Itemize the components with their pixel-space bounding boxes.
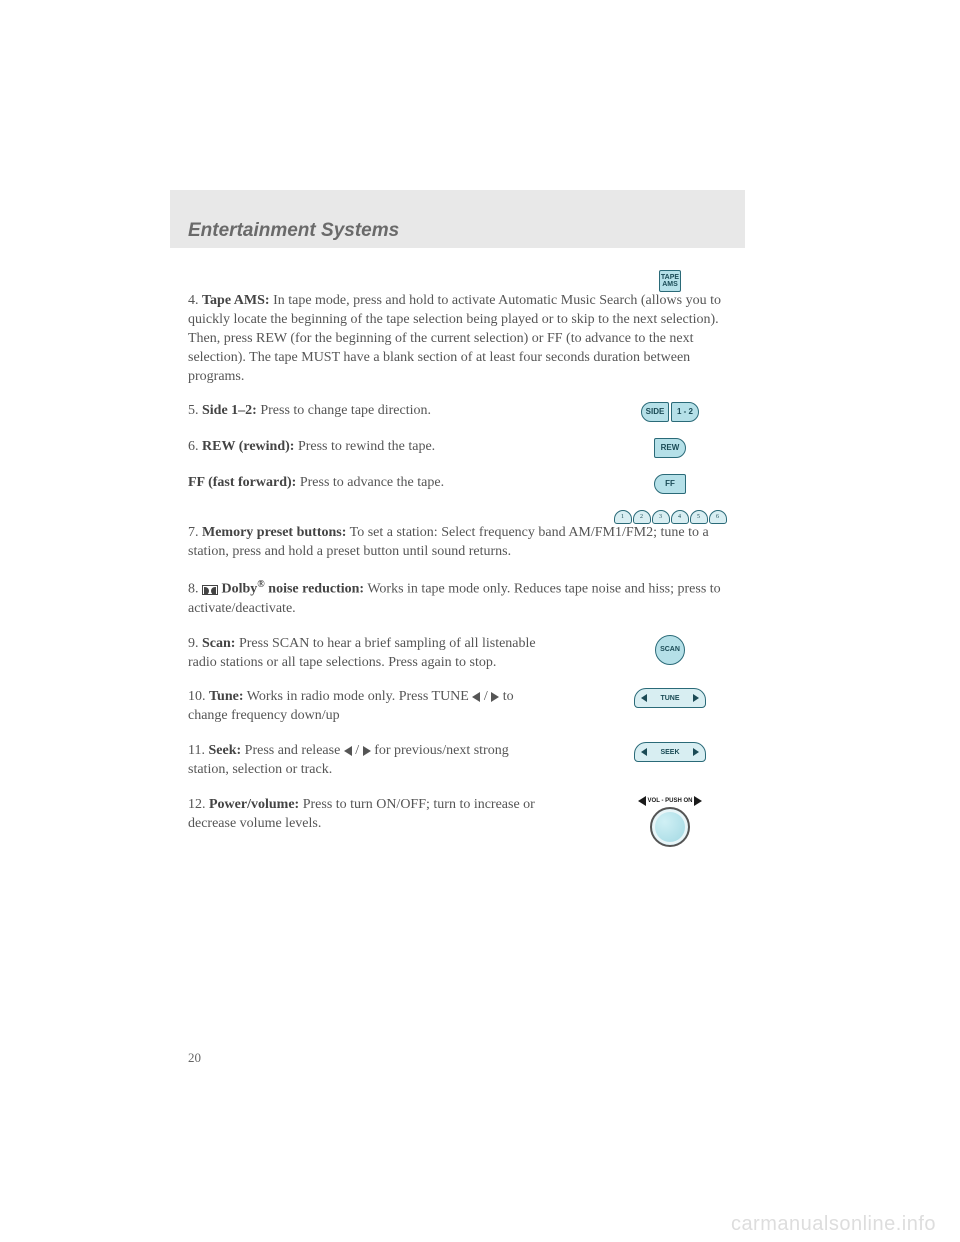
vol-text: VOL - PUSH ON: [648, 797, 693, 805]
tune-button-graphic: TUNE: [634, 688, 706, 708]
section-title: Entertainment Systems: [188, 220, 399, 242]
page-number: 20: [188, 1050, 201, 1066]
item-label: Scan:: [202, 636, 235, 651]
reg-mark: ®: [257, 579, 264, 590]
item-text: 12. Power/volume: Press to turn ON/OFF; …: [188, 796, 538, 834]
side-button-left: SIDE: [641, 402, 669, 422]
item-desc: Press to advance the tape.: [296, 475, 444, 490]
page-container: Entertainment Systems TAPE AMS 4. Tape A…: [170, 190, 745, 863]
item-text: 6. REW (rewind): Press to rewind the tap…: [188, 438, 538, 457]
item-desc-b: /: [480, 689, 491, 704]
item-label: Memory preset buttons:: [202, 525, 346, 540]
triangle-left-icon: [641, 694, 647, 702]
volume-knob-graphic: [650, 807, 690, 847]
item-label: REW (rewind):: [202, 439, 294, 454]
item-number: 8.: [188, 582, 202, 597]
item-volume: VOL - PUSH ON 12. Power/volume: Press to…: [188, 796, 730, 847]
dolby-icon: [202, 585, 218, 595]
item-text: 10. Tune: Works in radio mode only. Pres…: [188, 688, 538, 726]
side-icon: SIDE 1 - 2: [610, 402, 730, 422]
seek-icon: SEEK: [610, 742, 730, 762]
preset-2: 2: [633, 510, 651, 524]
item-number: 7.: [188, 525, 199, 540]
rew-button-graphic: REW: [654, 438, 686, 458]
volume-icon: VOL - PUSH ON: [610, 796, 730, 847]
tune-label: TUNE: [660, 694, 679, 703]
item-label: FF (fast forward):: [188, 475, 296, 490]
item-number: 12.: [188, 797, 206, 812]
item-desc: Press to rewind the tape.: [294, 439, 435, 454]
tape-ams-icon: TAPE AMS: [610, 270, 730, 292]
item-text: 4. Tape AMS: In tape mode, press and hol…: [188, 292, 728, 386]
item-tune: TUNE 10. Tune: Works in radio mode only.…: [188, 688, 730, 726]
seek-button-graphic: SEEK: [634, 742, 706, 762]
seek-label: SEEK: [660, 748, 679, 757]
triangle-left-icon: [344, 746, 352, 756]
tune-icon: TUNE: [610, 688, 730, 708]
item-text: 7. Memory preset buttons: To set a stati…: [188, 524, 728, 562]
item-number: 11.: [188, 743, 205, 758]
item-label: Dolby: [222, 582, 258, 597]
triangle-right-icon: [363, 746, 371, 756]
item-rew: REW 6. REW (rewind): Press to rewind the…: [188, 438, 730, 458]
item-presets: 1 2 3 4 5 6 7. Memory preset buttons: To…: [188, 510, 730, 562]
item-desc-a: Works in radio mode only. Press TUNE: [244, 689, 473, 704]
scan-icon: SCAN: [610, 635, 730, 665]
item-text: 8. Dolby® noise reduction: Works in tape…: [188, 578, 728, 618]
item-text: 9. Scan: Press SCAN to hear a brief samp…: [188, 635, 538, 673]
triangle-left-icon: [638, 796, 646, 806]
item-text: FF (fast forward): Press to advance the …: [188, 474, 538, 493]
rew-icon: REW: [610, 438, 730, 458]
item-number: 5.: [188, 403, 199, 418]
triangle-right-icon: [693, 694, 699, 702]
item-side: SIDE 1 - 2 5. Side 1–2: Press to change …: [188, 402, 730, 422]
item-number: 4.: [188, 293, 199, 308]
item-number: 9.: [188, 636, 199, 651]
preset-5: 5: [690, 510, 708, 524]
item-tape-ams: TAPE AMS 4. Tape AMS: In tape mode, pres…: [188, 270, 730, 386]
item-desc-b: /: [352, 743, 363, 758]
preset-3: 3: [652, 510, 670, 524]
item-number: 10.: [188, 689, 206, 704]
item-ff: FF FF (fast forward): Press to advance t…: [188, 474, 730, 494]
item-number: 6.: [188, 439, 199, 454]
scan-button-graphic: SCAN: [655, 635, 685, 665]
item-label2: noise reduction:: [265, 582, 364, 597]
triangle-right-icon: [694, 796, 702, 806]
item-dolby: 8. Dolby® noise reduction: Works in tape…: [188, 578, 730, 618]
item-seek: SEEK 11. Seek: Press and release / for p…: [188, 742, 730, 780]
item-desc: Press SCAN to hear a brief sampling of a…: [188, 636, 536, 670]
item-label: Tape AMS:: [202, 293, 270, 308]
item-text: 5. Side 1–2: Press to change tape direct…: [188, 402, 538, 421]
preset-1: 1: [614, 510, 632, 524]
preset-4: 4: [671, 510, 689, 524]
item-scan: SCAN 9. Scan: Press SCAN to hear a brief…: [188, 635, 730, 673]
triangle-right-icon: [693, 748, 699, 756]
ff-button-graphic: FF: [654, 474, 686, 494]
item-label: Seek:: [208, 743, 241, 758]
item-desc: Press to change tape direction.: [257, 403, 431, 418]
item-text: 11. Seek: Press and release / for previo…: [188, 742, 538, 780]
triangle-left-icon: [641, 748, 647, 756]
side-button-right: 1 - 2: [671, 402, 699, 422]
item-label: Power/volume:: [209, 797, 299, 812]
presets-icon: 1 2 3 4 5 6: [610, 510, 730, 524]
content-area: TAPE AMS 4. Tape AMS: In tape mode, pres…: [170, 270, 730, 847]
section-header: Entertainment Systems: [170, 190, 745, 248]
item-label: Tune:: [209, 689, 244, 704]
preset-6: 6: [709, 510, 727, 524]
volume-label: VOL - PUSH ON: [638, 796, 703, 806]
ams-button-graphic: TAPE AMS: [659, 270, 681, 292]
item-desc-a: Press and release: [241, 743, 344, 758]
item-label: Side 1–2:: [202, 403, 257, 418]
watermark: carmanualsonline.info: [731, 1213, 936, 1236]
ff-icon: FF: [610, 474, 730, 494]
